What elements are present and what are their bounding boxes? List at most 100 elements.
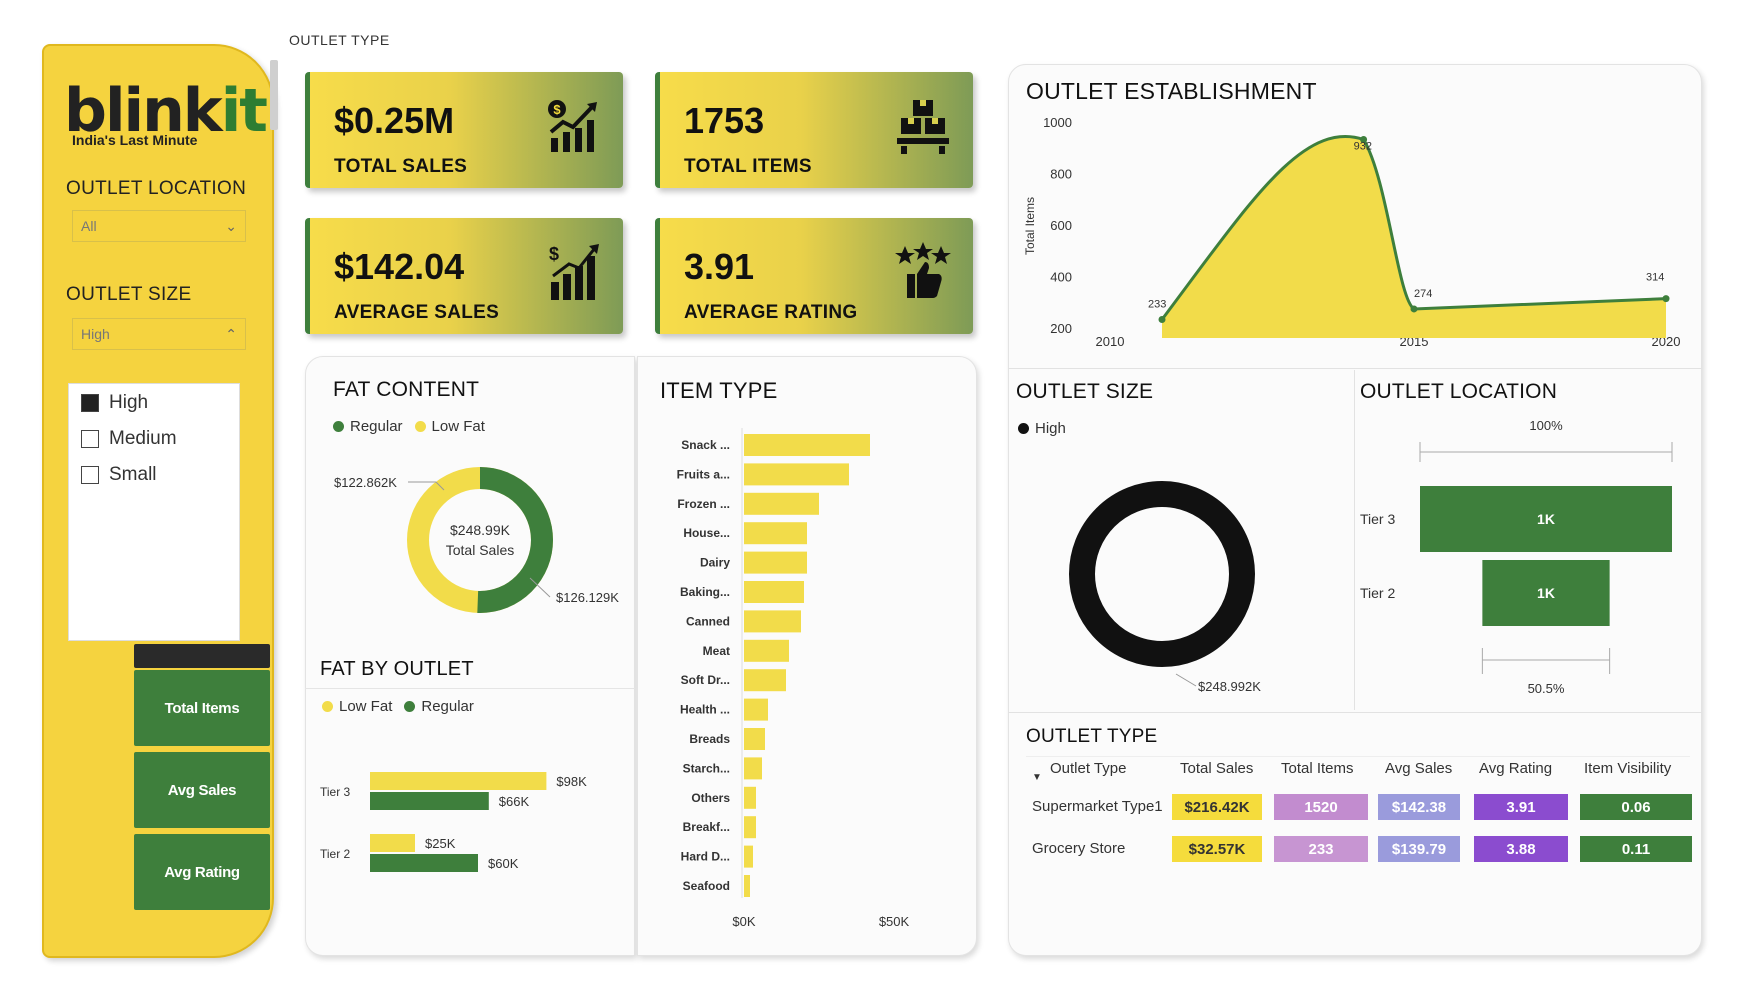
col-header-avg-rating[interactable]: Avg Rating xyxy=(1479,760,1553,777)
checkbox-icon[interactable] xyxy=(81,466,99,484)
outlet-location-label: OUTLET LOCATION xyxy=(66,178,247,199)
sort-desc-icon[interactable]: ▼ xyxy=(1032,772,1042,783)
outlet-size-value: High xyxy=(81,326,110,342)
category-label: Frozen ... xyxy=(677,497,730,511)
outlet-location-value: All xyxy=(81,218,97,234)
y-tick-label: 800 xyxy=(1050,167,1072,182)
col-header-item-visibility[interactable]: Item Visibility xyxy=(1584,760,1672,777)
total-sales-button[interactable] xyxy=(134,644,270,668)
table-cell: 0.11 xyxy=(1580,836,1692,862)
outlet-size-options: High Medium Small xyxy=(68,383,240,641)
kpi-label: AVERAGE RATING xyxy=(684,302,858,323)
size-option-medium[interactable]: Medium xyxy=(81,428,177,450)
col-header-total-sales[interactable]: Total Sales xyxy=(1180,760,1254,777)
kpi-value: $0.25M xyxy=(334,100,455,141)
funnel-bar xyxy=(1420,486,1672,552)
bar xyxy=(744,875,750,897)
growth-icon: $ xyxy=(549,244,599,300)
legend-dot-regular xyxy=(404,701,416,712)
bar xyxy=(744,551,807,574)
col-header-total-items[interactable]: Total Items xyxy=(1281,760,1354,777)
divider xyxy=(1354,370,1355,710)
outlet-size-dropdown[interactable]: High ⌃ xyxy=(72,318,246,350)
brand-logo: blinkit xyxy=(64,76,268,146)
legend-dot-low-fat xyxy=(414,421,426,432)
bar xyxy=(744,698,768,721)
legend-dot-low-fat xyxy=(322,701,333,712)
category-label: Tier 2 xyxy=(1360,585,1395,601)
category-label: Starch... xyxy=(683,761,730,775)
bar xyxy=(744,581,804,603)
data-point xyxy=(1662,295,1670,303)
outlet-establishment-title: OUTLET ESTABLISHMENT xyxy=(1026,78,1317,104)
kpi-average-rating: 3.91 AVERAGE RATING xyxy=(655,218,973,334)
x-tick-label: $50K xyxy=(879,914,910,929)
outlet-type-filter-label: OUTLET TYPE xyxy=(289,32,390,48)
bar xyxy=(744,757,762,780)
fat-content-donut: $248.99K Total Sales $122.862K $126.129K xyxy=(334,467,619,613)
leader-line xyxy=(1175,673,1197,687)
donut-center-value: $248.99K xyxy=(450,522,511,538)
legend-label: Regular xyxy=(350,418,403,435)
checkbox-icon[interactable] xyxy=(81,430,99,448)
legend-label: Regular xyxy=(421,698,474,715)
outlet-size-value-label: $248.992K xyxy=(1198,679,1261,694)
kpi-average-sales: $142.04 AVERAGE SALES $ xyxy=(305,218,623,334)
table-cell: 3.91 xyxy=(1474,794,1568,820)
sidebar-scrollbar[interactable] xyxy=(270,60,278,130)
data-label: 1K xyxy=(1537,585,1555,601)
kpi-label: AVERAGE SALES xyxy=(334,302,500,323)
table-cell: 0.06 xyxy=(1580,794,1692,820)
svg-text:$: $ xyxy=(549,244,559,264)
category-label: Seafood xyxy=(683,879,730,893)
chevron-down-icon: ⌄ xyxy=(225,218,237,234)
outlet-size-title: OUTLET SIZE xyxy=(1016,380,1154,403)
data-label: $98K xyxy=(556,774,587,789)
item-type-title: ITEM TYPE xyxy=(660,378,778,403)
checkbox-checked-icon[interactable] xyxy=(81,394,99,412)
category-label: Others xyxy=(691,791,730,805)
x-tick-label: $0K xyxy=(732,914,755,929)
table-row-name: Supermarket Type1 xyxy=(1032,798,1163,815)
bar xyxy=(370,854,478,872)
y-tick-label: 200 xyxy=(1050,321,1072,336)
data-point xyxy=(1410,305,1418,313)
boxes-icon xyxy=(897,100,949,154)
data-label: 932 xyxy=(1354,141,1372,153)
category-label: Tier 3 xyxy=(320,785,351,799)
category-label: Health ... xyxy=(680,703,730,717)
col-header-avg-sales[interactable]: Avg Sales xyxy=(1385,760,1453,777)
outlet-size-legend: High xyxy=(1018,420,1066,437)
avg-sales-button[interactable]: Avg Sales xyxy=(134,752,270,828)
kpi-total-items: 1753 TOTAL ITEMS xyxy=(655,72,973,188)
donut-slice-regular xyxy=(407,467,553,613)
total-items-button[interactable]: Total Items xyxy=(134,670,270,746)
legend-dot-regular xyxy=(333,421,344,432)
legend-label: Low Fat xyxy=(339,698,393,715)
bar xyxy=(370,834,415,852)
outlet-type-title: OUTLET TYPE xyxy=(1026,726,1158,747)
bar xyxy=(370,772,547,790)
outlet-size-label: OUTLET SIZE xyxy=(66,284,192,305)
size-option-small[interactable]: Small xyxy=(81,464,157,486)
category-label: Breads xyxy=(689,732,730,746)
category-label: Soft Dr... xyxy=(681,673,730,687)
outlet-location-title: OUTLET LOCATION xyxy=(1360,380,1558,403)
svg-text:$: $ xyxy=(553,102,561,117)
divider xyxy=(1008,368,1702,369)
outlet-location-dropdown[interactable]: All ⌄ xyxy=(72,210,246,242)
bar xyxy=(744,463,849,486)
size-option-high[interactable]: High xyxy=(81,392,148,414)
col-header-outlet-type[interactable]: Outlet Type xyxy=(1050,760,1127,777)
divider xyxy=(305,688,635,689)
table-row-name: Grocery Store xyxy=(1032,840,1126,857)
leader-line xyxy=(435,481,445,491)
series-line xyxy=(1160,134,1667,321)
data-label: 314 xyxy=(1646,272,1664,284)
size-option-label: High xyxy=(109,392,149,413)
data-label: 274 xyxy=(1414,288,1432,300)
category-label: Canned xyxy=(686,614,730,628)
data-label: 1K xyxy=(1537,511,1555,527)
avg-rating-button[interactable]: Avg Rating xyxy=(134,834,270,910)
